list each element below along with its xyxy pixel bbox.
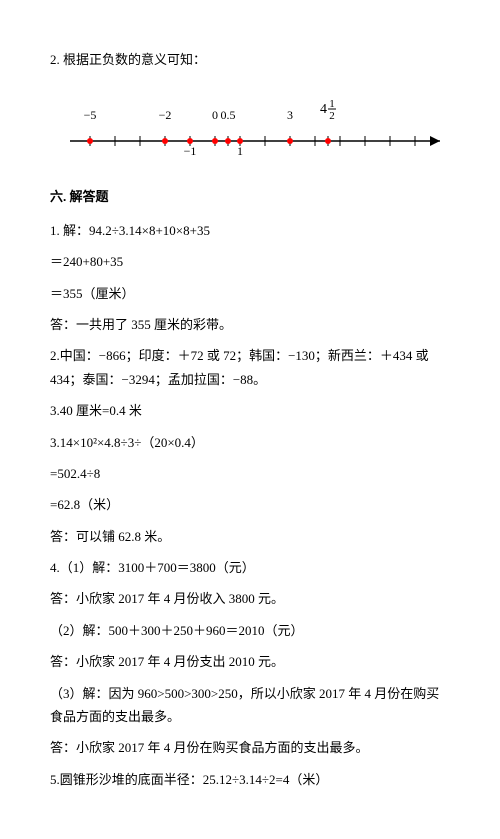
svg-text:−5: −5: [84, 108, 97, 122]
svg-text:−1: −1: [184, 144, 197, 158]
intro-text: 2. 根据正负数的意义可知：: [50, 48, 450, 71]
svg-text:4: 4: [320, 102, 327, 117]
svg-text:0: 0: [212, 108, 218, 122]
problem-3-answer: 答：可以铺 62.8 米。: [50, 525, 450, 548]
svg-text:1: 1: [329, 98, 335, 110]
section-header: 六. 解答题: [50, 185, 450, 208]
problem-1-step1: 1. 解：94.2÷3.14×8+10×8+35: [50, 219, 450, 242]
problem-4-3-answer: 答：小欣家 2017 年 4 月份在购买食品方面的支出最多。: [50, 736, 450, 759]
problem-4-2-answer: 答：小欣家 2017 年 4 月份支出 2010 元。: [50, 650, 450, 673]
problem-3-conv: 3.40 厘米=0.4 米: [50, 399, 450, 422]
problem-3-step1: 3.14×10²×4.8÷3÷（20×0.4）: [50, 431, 450, 454]
svg-text:0.5: 0.5: [221, 108, 236, 122]
number-line-svg: −5−2−100.513412: [50, 91, 450, 161]
problem-3-step3: =62.8（米）: [50, 493, 450, 516]
number-line-diagram: −5−2−100.513412: [50, 91, 450, 161]
problem-1-answer: 答：一共用了 355 厘米的彩带。: [50, 313, 450, 336]
problem-4-2: （2）解：500＋300＋250＋960＝2010（元）: [50, 619, 450, 642]
svg-text:1: 1: [237, 144, 243, 158]
problem-1-step3: ＝355（厘米）: [50, 282, 450, 305]
problem-4-1-answer: 答：小欣家 2017 年 4 月份收入 3800 元。: [50, 587, 450, 610]
problem-5: 5.圆锥形沙堆的底面半径：25.12÷3.14÷2=4（米）: [50, 768, 450, 791]
problem-4-1: 4.（1）解：3100＋700＝3800（元）: [50, 556, 450, 579]
svg-text:−2: −2: [159, 108, 172, 122]
svg-text:2: 2: [329, 110, 335, 122]
problem-1-step2: ＝240+80+35: [50, 250, 450, 273]
svg-text:3: 3: [287, 108, 293, 122]
problem-2: 2.中国：−866；印度：＋72 或 72；韩国：−130；新西兰：＋434 或…: [50, 344, 450, 391]
problem-3-step2: =502.4÷8: [50, 462, 450, 485]
problem-4-3: （3）解：因为 960>500>300>250，所以小欣家 2017 年 4 月…: [50, 682, 450, 729]
